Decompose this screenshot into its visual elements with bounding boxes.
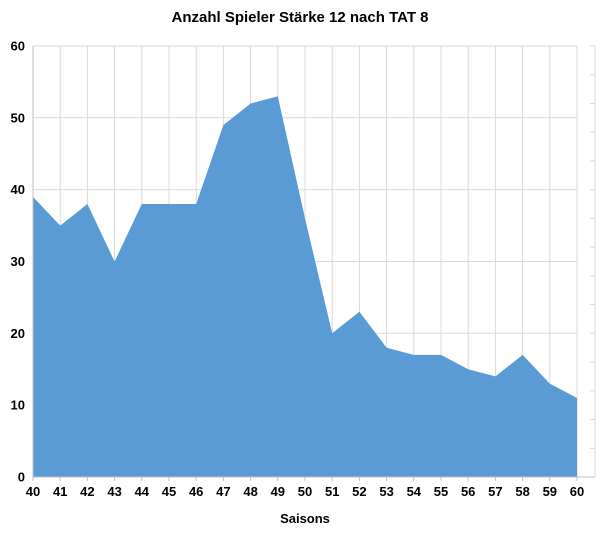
svg-text:59: 59 (543, 484, 557, 499)
svg-text:42: 42 (80, 484, 94, 499)
svg-text:56: 56 (461, 484, 475, 499)
x-axis-label: Saisons (280, 511, 330, 526)
svg-text:46: 46 (189, 484, 203, 499)
svg-text:60: 60 (11, 39, 25, 54)
svg-text:40: 40 (26, 484, 40, 499)
svg-text:44: 44 (135, 484, 150, 499)
svg-text:51: 51 (325, 484, 339, 499)
svg-text:10: 10 (11, 398, 25, 413)
chart-title: Anzahl Spieler Stärke 12 nach TAT 8 (171, 9, 429, 26)
svg-text:57: 57 (488, 484, 502, 499)
svg-text:45: 45 (162, 484, 176, 499)
svg-text:43: 43 (107, 484, 121, 499)
svg-text:30: 30 (11, 254, 25, 269)
area-series (33, 96, 577, 478)
svg-text:20: 20 (11, 326, 25, 341)
svg-text:54: 54 (407, 484, 422, 499)
svg-text:41: 41 (53, 484, 67, 499)
svg-text:48: 48 (243, 484, 257, 499)
svg-text:53: 53 (379, 484, 393, 499)
svg-text:58: 58 (515, 484, 529, 499)
svg-text:49: 49 (271, 484, 285, 499)
svg-text:50: 50 (11, 110, 25, 125)
svg-text:0: 0 (18, 470, 25, 485)
svg-text:60: 60 (570, 484, 584, 499)
svg-text:55: 55 (434, 484, 448, 499)
svg-text:40: 40 (11, 182, 25, 197)
svg-text:47: 47 (216, 484, 230, 499)
svg-text:50: 50 (298, 484, 312, 499)
svg-text:52: 52 (352, 484, 366, 499)
